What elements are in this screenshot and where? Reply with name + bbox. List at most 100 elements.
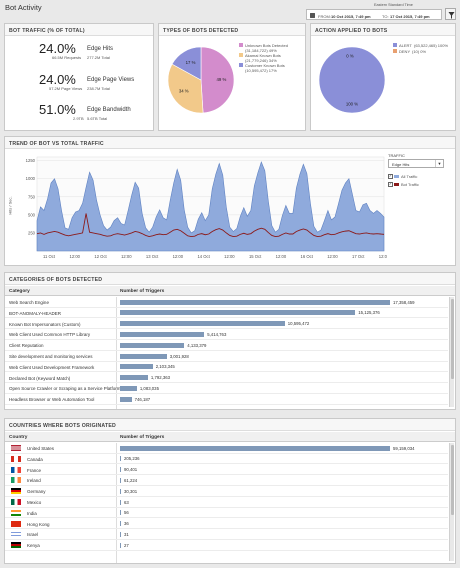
- categories-scrollbar[interactable]: [449, 297, 454, 407]
- row-bar: [120, 467, 121, 473]
- table-row[interactable]: United States 59,159,034: [5, 443, 448, 454]
- row-bar: [120, 396, 132, 402]
- country-triggers-column-header[interactable]: Number of Triggers: [120, 434, 165, 440]
- table-row[interactable]: Hong Kong 36: [5, 519, 448, 530]
- types-slice-1[interactable]: [167, 63, 204, 114]
- legend-label-unknown: Unknown Bots Detected: [245, 43, 288, 48]
- table-row[interactable]: Canada 205,236: [5, 454, 448, 465]
- countries-scrollbar[interactable]: [449, 443, 454, 561]
- row-bar: [120, 310, 356, 316]
- types-of-bots-panel: TYPES OF BOTS DETECTED 49 % 34 % 17 % Unkn…: [158, 23, 306, 131]
- row-value: 63: [124, 499, 129, 505]
- row-label: Canada: [27, 456, 43, 462]
- action-applied-panel: ACTION APPLIED TO BOTS 100 % 0 % ALERT (6…: [310, 23, 456, 131]
- table-row[interactable]: Ireland 61,224: [5, 475, 448, 486]
- country-column-header[interactable]: Country: [9, 434, 28, 440]
- row-value: 30,301: [124, 488, 138, 494]
- categories-header: CATEGORIES OF BOTS DETECTED: [5, 273, 455, 285]
- table-row[interactable]: Web Client Used Common HTTP Library 5,414…: [5, 329, 448, 340]
- table-row[interactable]: Site development and monitoring services…: [5, 351, 448, 362]
- timezone-label: Eastern Standard Time: [374, 3, 413, 7]
- x-tick-label: 12:00: [327, 254, 338, 259]
- categories-table-body: Web Search Engine 17,358,459 BOT-ANOMALY-H…: [5, 297, 448, 409]
- row-value: 59,159,034: [393, 445, 415, 451]
- table-row[interactable]: Israel 31: [5, 529, 448, 540]
- de-flag-icon: [11, 488, 21, 495]
- row-bar: [120, 510, 121, 516]
- from-label: FROM:: [318, 13, 331, 19]
- action-applied-pie[interactable]: 100 % 0 %: [317, 40, 387, 120]
- y-tick-label: 750: [28, 194, 36, 199]
- x-tick-label: 11 Oct: [43, 254, 56, 259]
- edge-bandwidth-total: 5.6TB Total: [87, 116, 108, 121]
- all-traffic-area[interactable]: [36, 161, 385, 252]
- row-bar: [120, 521, 121, 527]
- row-value: 90,401: [124, 467, 138, 473]
- calendar-icon: [310, 13, 315, 18]
- category-column-header[interactable]: Category: [9, 288, 30, 294]
- to-label: TO:: [382, 13, 389, 19]
- trend-panel: TREND OF BOT VS TOTAL TRAFFIC Hits / Sec…: [4, 136, 456, 266]
- table-row[interactable]: BOT-ANOMALY-HEADER 15,125,376: [5, 308, 448, 319]
- table-row[interactable]: Kenya 27: [5, 540, 448, 551]
- table-row[interactable]: Open Source Crawler or Scraping as a Ser…: [5, 383, 448, 394]
- types-slice-label-0: 49 %: [217, 77, 227, 82]
- table-row[interactable]: Known Bot Impersonators (Custom) 10,595,4…: [5, 319, 448, 330]
- triggers-column-header[interactable]: Number of Triggers: [120, 288, 165, 294]
- checkbox-all-traffic[interactable]: ✓: [388, 174, 393, 179]
- types-slice-2[interactable]: [171, 46, 202, 81]
- row-label: Germany: [27, 489, 46, 495]
- x-tick-label: 16 Oct: [301, 254, 314, 259]
- row-bar: [120, 342, 185, 348]
- x-tick-label: 12:00: [173, 254, 184, 259]
- row-value: 61,224: [124, 477, 138, 483]
- table-row[interactable]: Mexico 63: [5, 497, 448, 508]
- filter-button[interactable]: [445, 8, 456, 20]
- row-label: Site development and monitoring services: [9, 354, 93, 359]
- y-tick-label: 1000: [26, 176, 36, 181]
- row-bar: [120, 299, 390, 305]
- fr-flag-icon: [11, 466, 21, 473]
- x-tick-label: 12:00: [276, 254, 287, 259]
- ie-flag-icon: [11, 477, 21, 484]
- legend-detail-akamai: (21,779,246) 34%: [245, 57, 277, 63]
- table-row[interactable]: India 56: [5, 508, 448, 519]
- x-tick-label: 15 Oct: [249, 254, 262, 259]
- legend-detail-unknown: (31,184,722) 49%: [245, 47, 277, 53]
- table-row[interactable]: Web Client Used Development Framework 2,1…: [5, 362, 448, 373]
- types-slice-label-2: 17 %: [186, 60, 196, 65]
- row-label: Mexico: [27, 500, 42, 505]
- types-of-bots-header: TYPES OF BOTS DETECTED: [159, 24, 305, 36]
- table-row[interactable]: Client Reputation 4,133,379: [5, 340, 448, 351]
- table-row[interactable]: Germany 30,301: [5, 486, 448, 497]
- types-of-bots-pie[interactable]: 49 % 34 % 17 %: [167, 40, 235, 120]
- bot-traffic-line[interactable]: [36, 213, 385, 238]
- in-flag-icon: [11, 509, 21, 516]
- countries-table-body: United States 59,159,034 Canada 205,236 Fran…: [5, 443, 448, 563]
- traffic-select[interactable]: Edge Hits ▼: [388, 159, 444, 168]
- x-tick-label: 12:00: [70, 254, 81, 259]
- table-row[interactable]: Declared Bot (Keyword Match) 1,792,363: [5, 373, 448, 384]
- y-tick-label: 500: [28, 212, 36, 217]
- edge-hits-requests: 66.5M Requests: [52, 55, 82, 60]
- table-row[interactable]: Headless Browser or Web Automation Tool 7…: [5, 394, 448, 405]
- time-range-picker[interactable]: FROM: 10 Oct 2015, 7:49 pm TO: 17 Oct 20…: [306, 9, 442, 20]
- row-bar: [120, 456, 121, 462]
- table-row[interactable]: Web Search Engine 17,358,459: [5, 297, 448, 308]
- legend-swatch-deny: [393, 49, 397, 53]
- row-value: 15,125,376: [358, 310, 380, 316]
- trend-chart[interactable]: 1250 1000 750 500 250 11 Oct 12:00 12 Oct 12:00 1…: [9, 153, 387, 265]
- legend-detail-alert: (63,522,465) 100%: [414, 43, 449, 48]
- row-bar: [120, 531, 121, 537]
- row-value: 205,236: [124, 456, 140, 462]
- row-label: Open Source Crawler or Scraping as a Ser…: [9, 386, 121, 392]
- types-slice-0[interactable]: [200, 46, 235, 114]
- row-value: 5,414,763: [207, 331, 227, 337]
- action-slice-0[interactable]: [318, 46, 386, 114]
- row-label: India: [27, 510, 37, 516]
- row-label: Ireland: [27, 478, 41, 484]
- x-tick-label: 12:00: [224, 254, 235, 259]
- checkbox-bot-traffic[interactable]: ✓: [388, 182, 393, 187]
- table-row[interactable]: France 90,401: [5, 465, 448, 476]
- row-value: 17,358,459: [393, 299, 415, 305]
